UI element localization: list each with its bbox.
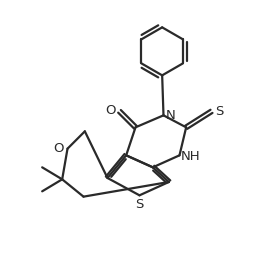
Text: O: O xyxy=(53,142,64,155)
Text: N: N xyxy=(165,109,175,122)
Text: O: O xyxy=(106,104,116,117)
Text: NH: NH xyxy=(181,150,201,163)
Text: S: S xyxy=(215,105,224,118)
Text: S: S xyxy=(135,198,144,211)
